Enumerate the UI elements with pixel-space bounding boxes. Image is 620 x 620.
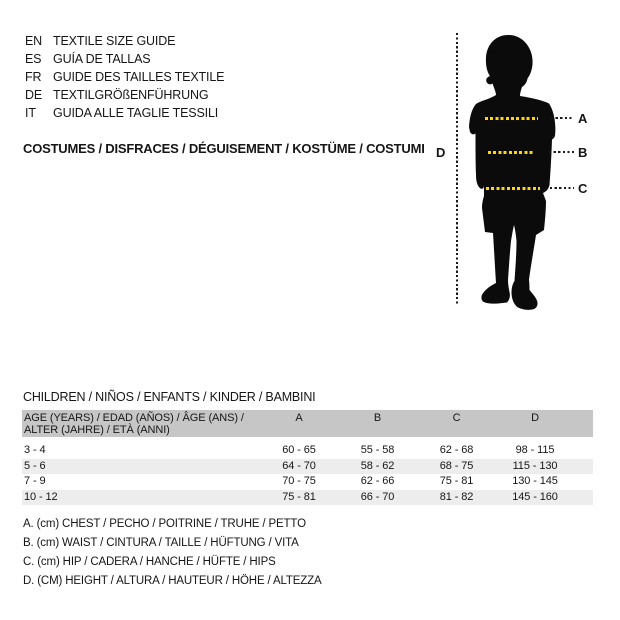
- child-silhouette: [469, 34, 556, 310]
- language-row-de: DE TEXTILGRÖßENFÜHRUNG: [25, 86, 224, 104]
- column-header-a: A: [295, 412, 303, 424]
- language-code: DE: [25, 88, 43, 102]
- hip-cell: 62 - 68: [439, 444, 474, 456]
- column-header-b: B: [373, 412, 382, 424]
- age-header-line2: ALTER (JAHRE) / ETÀ (ANNI): [24, 424, 170, 436]
- chest-cell: 60 - 65: [282, 444, 316, 456]
- waist-cell: 58 - 62: [360, 459, 395, 472]
- legend-line-chest: A. (cm) CHEST / PECHO / POITRINE / TRUHE…: [23, 518, 306, 530]
- age-cell: 7 - 9: [24, 475, 46, 487]
- measure-label-a: A: [578, 111, 588, 126]
- legend-line-hip: C. (cm) HIP / CADERA / HANCHE / HÜFTE / …: [23, 556, 276, 568]
- height-cell: 115 - 130: [512, 459, 558, 472]
- age-header-line1: AGE (YEARS) / EDAD (AÑOS) / ÂGE (ANS) /: [24, 412, 244, 424]
- language-label: TEXTILE SIZE GUIDE: [53, 34, 176, 48]
- height-measure-line-d: [456, 33, 458, 306]
- measure-label-b: B: [578, 145, 588, 160]
- hip-measure-line-c: [486, 187, 540, 190]
- chest-cell: 64 - 70: [282, 459, 316, 472]
- height-cell: 98 - 115: [515, 444, 555, 456]
- section-title: CHILDREN / NIÑOS / ENFANTS / KINDER / BA…: [23, 390, 316, 404]
- language-label: GUIDE DES TAILLES TEXTILE: [53, 70, 225, 84]
- language-row-it: IT GUIDA ALLE TAGLIE TESSILI: [25, 104, 224, 122]
- language-label: GUÍA DE TALLAS: [53, 52, 151, 66]
- language-code: IT: [25, 106, 36, 120]
- hip-cell: 68 - 75: [439, 459, 474, 472]
- age-cell: 3 - 4: [24, 444, 46, 456]
- age-column-header: AGE (YEARS) / EDAD (AÑOS) / ÂGE (ANS) / …: [22, 412, 260, 436]
- language-row-fr: FR GUIDE DES TAILLES TEXTILE: [25, 68, 224, 86]
- child-silhouette-shape: [469, 34, 556, 310]
- table-row: 5 - 6 64 - 70 58 - 62 68 - 75 115 - 130: [22, 458, 593, 474]
- height-cell: 130 - 145: [512, 475, 558, 487]
- category-title: COSTUMES / DISFRACES / DÉGUISEMENT / KOS…: [23, 141, 425, 156]
- hip-cell: 81 - 82: [439, 490, 474, 503]
- table-body: 3 - 4 60 - 65 55 - 58 62 - 68 98 - 115 5…: [22, 443, 593, 505]
- chest-measure-line-a: [485, 117, 538, 120]
- chest-cell: 75 - 81: [282, 490, 316, 503]
- hip-connector-line: [550, 187, 574, 190]
- language-code: FR: [25, 70, 42, 84]
- legend-line-waist: B. (cm) WAIST / CINTURA / TAILLE / HÜFTU…: [23, 537, 299, 549]
- language-label: TEXTILGRÖßENFÜHRUNG: [53, 88, 209, 102]
- column-header-d: D: [531, 412, 539, 424]
- language-label: GUIDA ALLE TAGLIE TESSILI: [53, 106, 219, 120]
- size-table: AGE (YEARS) / EDAD (AÑOS) / ÂGE (ANS) / …: [22, 410, 593, 505]
- hip-cell: 75 - 81: [439, 475, 474, 487]
- waist-cell: 66 - 70: [360, 490, 395, 503]
- measure-label-c: C: [578, 181, 588, 196]
- legend-line-height: D. (CM) HEIGHT / ALTURA / HAUTEUR / HÖHE…: [23, 575, 322, 587]
- chest-connector-line: [551, 117, 574, 120]
- table-row: 3 - 4 60 - 65 55 - 58 62 - 68 98 - 115: [22, 443, 593, 459]
- language-row-es: ES GUÍA DE TALLAS: [25, 50, 224, 68]
- waist-connector-line: [549, 151, 574, 154]
- measurement-legend: A. (cm) CHEST / PECHO / POITRINE / TRUHE…: [23, 515, 322, 591]
- measure-label-d: D: [436, 145, 446, 160]
- language-row-en: EN TEXTILE SIZE GUIDE: [25, 32, 224, 50]
- language-code: ES: [25, 52, 42, 66]
- age-cell: 5 - 6: [24, 459, 46, 472]
- chest-cell: 70 - 75: [282, 475, 316, 487]
- language-list: EN TEXTILE SIZE GUIDE ES GUÍA DE TALLAS …: [25, 32, 224, 122]
- table-header-row: AGE (YEARS) / EDAD (AÑOS) / ÂGE (ANS) / …: [22, 410, 593, 437]
- waist-cell: 55 - 58: [360, 444, 395, 456]
- height-cell: 145 - 160: [512, 490, 558, 503]
- column-header-c: C: [452, 412, 461, 424]
- waist-measure-line-b: [488, 151, 535, 154]
- table-row: 7 - 9 70 - 75 62 - 66 75 - 81 130 - 145: [22, 474, 593, 490]
- language-code: EN: [25, 34, 43, 48]
- age-cell: 10 - 12: [24, 490, 58, 503]
- table-row: 10 - 12 75 - 81 66 - 70 81 - 82 145 - 16…: [22, 489, 593, 505]
- waist-cell: 62 - 66: [360, 475, 395, 487]
